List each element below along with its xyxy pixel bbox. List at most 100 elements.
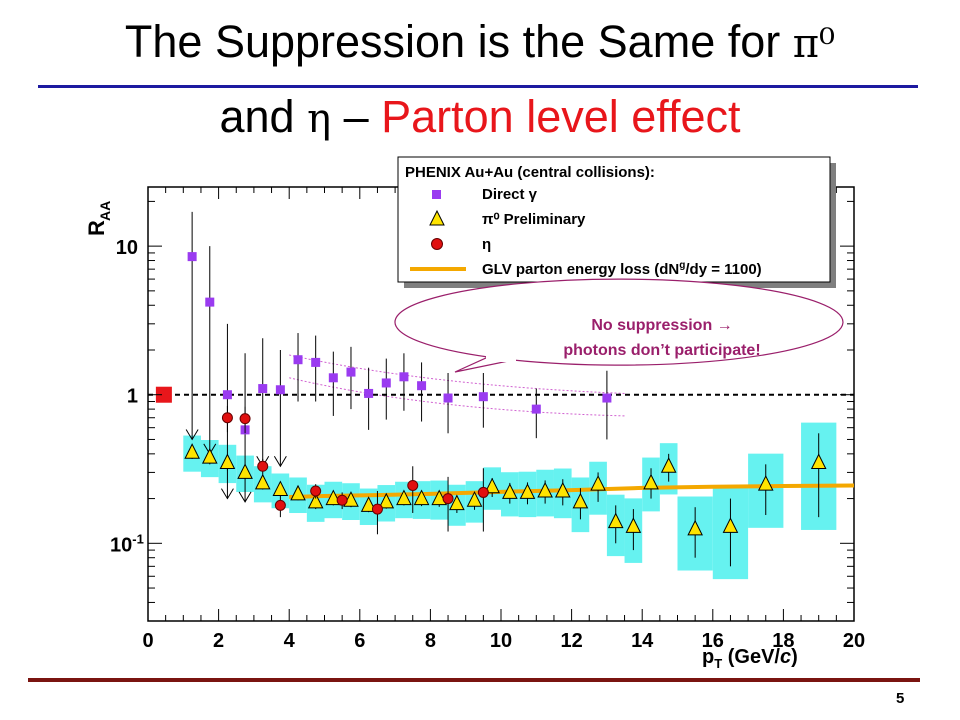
direct-gamma-point: [381, 378, 391, 388]
pi0-point: [254, 473, 271, 490]
eta-point: [371, 503, 383, 515]
direct-gamma-limit-arrow: [238, 491, 252, 503]
x-label-sub: T: [714, 656, 722, 671]
x-label-main: p: [702, 646, 714, 668]
title-line1-text: The Suppression is the Same for: [124, 16, 793, 67]
pi0-point: [502, 483, 518, 499]
pi0-point: [449, 494, 465, 511]
direct-gamma-limit-arrow: [220, 488, 234, 500]
direct-gamma-point: [443, 393, 453, 403]
pi0-point: [537, 481, 553, 498]
footer-divider: [28, 678, 920, 682]
y-label-sub: AA: [97, 201, 113, 221]
pi0-point: [519, 483, 536, 499]
legend-label-eta: η: [482, 236, 491, 253]
eta-point: [442, 493, 454, 505]
y-tick-label: 10: [116, 237, 138, 259]
pi0-point: [466, 491, 483, 507]
x-tick-label: 4: [284, 630, 296, 652]
x-tick-label: 10: [490, 630, 512, 652]
eta-point: [477, 486, 489, 498]
direct-gamma-point: [531, 404, 541, 414]
direct-gamma-point: [293, 355, 303, 365]
title-highlight: Parton level effect: [381, 91, 741, 142]
x-label-c: c: [780, 646, 791, 668]
x-tick-label: 16: [702, 630, 724, 652]
direct-gamma-point: [222, 390, 232, 400]
slide-title-line-1: The Suppression is the Same for π⁰: [0, 16, 960, 70]
x-label-close: ): [791, 646, 798, 668]
legend-marker-pi0: [429, 209, 445, 226]
legend-marker-eta: [431, 238, 443, 250]
pi0-point: [625, 517, 642, 533]
legend-label-glv: GLV parton energy loss (dNg/dy = 1100): [482, 260, 762, 278]
x-tick-label: 2: [213, 630, 224, 652]
direct-gamma-limit-arrow: [185, 429, 199, 441]
x-tick-label: 18: [772, 630, 794, 652]
legend-glv-b: /dy = 1100): [685, 261, 761, 278]
legend-box: [397, 156, 831, 283]
legend-title: PHENIX Au+Au (central collisions):: [405, 164, 655, 181]
callout-line-2: photons don’t participate!: [563, 342, 760, 359]
legend: PHENIX Au+Au (central collisions): Direc…: [397, 156, 836, 288]
direct-gamma-point: [602, 393, 612, 403]
pi0-point: [484, 477, 500, 494]
x-label-unit: (GeV/: [722, 646, 780, 668]
eta-point: [239, 413, 251, 425]
normalization-box: [155, 386, 172, 403]
pi0-point: [396, 489, 412, 506]
legend-glv-sup: g: [679, 260, 685, 271]
x-tick-label: 20: [843, 630, 865, 652]
pi0-point: [219, 453, 236, 469]
direct-gamma-point: [311, 357, 321, 367]
x-tick-label: 0: [142, 630, 153, 652]
direct-gamma-limit-arrow: [273, 456, 287, 468]
title-line2-dash: –: [331, 91, 382, 142]
callout-line-1: No suppression →: [591, 317, 732, 334]
legend-glv-a: GLV parton energy loss (dN: [482, 261, 679, 278]
slide-title-line-2: and η – Parton level effect: [0, 91, 960, 145]
pi0-point: [643, 473, 659, 490]
pi0-point: [554, 481, 571, 498]
direct-gamma-point: [328, 373, 338, 383]
title-divider: [38, 85, 918, 88]
x-tick-label: 6: [354, 630, 365, 652]
eta-point: [221, 412, 233, 424]
pi0-point: [687, 519, 703, 536]
direct-gamma-point: [399, 372, 409, 382]
direct-gamma-point: [205, 297, 215, 307]
theory-band-lower: [289, 377, 625, 417]
x-axis-label: pT (GeV/c): [702, 646, 798, 671]
eta-point: [407, 479, 419, 491]
eta-symbol: η: [307, 96, 332, 142]
pi0-point: [290, 484, 306, 501]
pi0-point: [307, 492, 324, 509]
eta-point: [310, 485, 322, 497]
callout-shape: [394, 278, 844, 373]
x-tick-label: 14: [631, 630, 654, 652]
pi0-point: [378, 492, 395, 509]
pi0-point: [572, 492, 589, 509]
direct-gamma-point: [258, 384, 268, 394]
pi0-point: [757, 475, 774, 491]
x-tick-label: 12: [560, 630, 582, 652]
axis-layer: 0 2 4 6 8 10 12 14 16 18 20 10 1 10-1: [110, 187, 865, 652]
legend-label-pi0: π⁰ Preliminary: [482, 211, 586, 228]
direct-gamma-point: [187, 252, 197, 262]
page-number: 5: [896, 690, 905, 707]
callout-bubble: No suppression → photons don’t participa…: [394, 278, 844, 373]
y-tick-label: 10-1: [110, 531, 144, 556]
direct-gamma-point: [275, 385, 285, 395]
legend-label-direct-gamma: Direct γ: [482, 186, 538, 203]
pi0-point: [722, 517, 739, 533]
eta-point: [257, 460, 269, 472]
direct-gamma-point: [478, 392, 488, 402]
pi0-point: [184, 443, 200, 459]
pi0-point: [413, 489, 430, 506]
title-line2-and: and: [219, 91, 308, 142]
theory-band-upper: [289, 354, 625, 394]
pi0-point: [810, 453, 827, 469]
pi0-point: [237, 463, 253, 479]
pi0-point: [660, 457, 677, 473]
